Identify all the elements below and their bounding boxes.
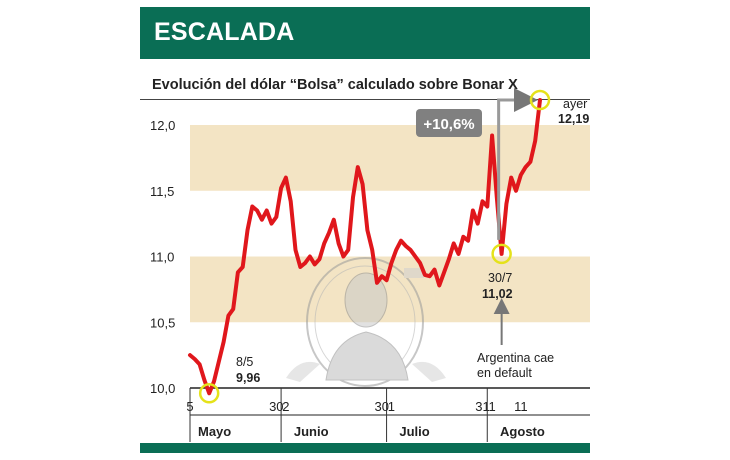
change-badge: +10,6%	[416, 109, 482, 137]
x-tick-label: 31	[475, 399, 489, 414]
default-value-label: 11,02	[482, 287, 513, 301]
x-tick-label: 2	[282, 399, 289, 414]
series-line	[188, 98, 542, 396]
y-tick-label: 12,0	[150, 118, 175, 133]
x-tick-label: 1	[388, 399, 395, 414]
header-bar: ESCALADA	[140, 7, 590, 59]
chart-subtitle: Evolución del dólar “Bolsa” calculado so…	[152, 77, 518, 93]
x-tick-label: 30	[269, 399, 283, 414]
month-label: Julio	[399, 424, 429, 439]
shaded-band-1	[190, 125, 590, 191]
y-tick-label: 11,0	[150, 250, 174, 265]
y-tick-label: 10,0	[150, 381, 175, 396]
y-tick-label: 10,5	[150, 315, 175, 330]
month-label: Agosto	[500, 424, 545, 439]
x-tick-label: 1	[488, 399, 495, 414]
last-value-label: 12,19	[558, 112, 589, 126]
note-line-1: Argentina cae	[477, 351, 554, 365]
dollar-portrait-illustration	[286, 257, 446, 387]
default-date-label: 30/7	[488, 271, 512, 285]
header-title: ESCALADA	[154, 18, 295, 46]
month-label: Junio	[294, 424, 329, 439]
default-point-marker	[491, 243, 512, 265]
note-line-2: en default	[477, 366, 532, 380]
footer-bar	[140, 443, 590, 453]
subtitle-rule	[140, 99, 590, 100]
low-point-marker	[198, 383, 220, 404]
x-tick-label: 30	[375, 399, 389, 414]
last-point-marker	[529, 89, 551, 111]
low-date-label: 8/5	[236, 355, 253, 369]
x-tick-label: 11	[514, 399, 528, 414]
y-tick-label: 11,5	[150, 184, 174, 199]
last-date-label: ayer	[563, 97, 587, 111]
month-label: Mayo	[198, 424, 231, 439]
change-badge-label: +10,6%	[423, 116, 474, 133]
low-value-label: 9,96	[236, 371, 260, 385]
gain-arrow	[497, 88, 538, 240]
